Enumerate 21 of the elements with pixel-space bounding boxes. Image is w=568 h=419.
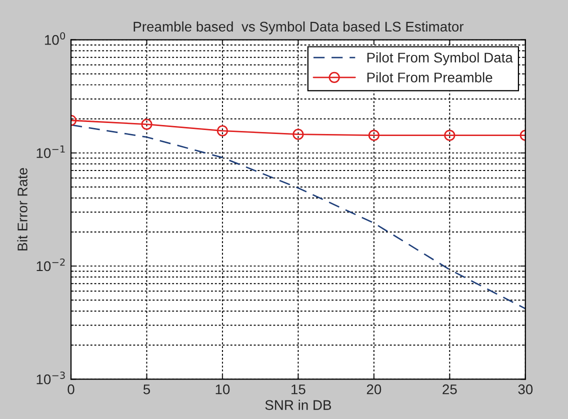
x-tick-label: 5 xyxy=(143,384,150,394)
point xyxy=(141,118,152,130)
y-tick-label: 10$^{0}$ xyxy=(44,32,66,45)
y-tick-label: 10$^{−2}$ xyxy=(36,258,65,272)
legend-label: Pilot From Preamble xyxy=(367,72,492,82)
point xyxy=(292,128,304,140)
y-tick-label: 10$^{−3}$ xyxy=(36,372,65,384)
legend-label: Pilot From Symbol Data xyxy=(367,52,513,66)
y-axis-title: Bit Error Rate xyxy=(17,168,28,250)
x-tick-label: 0 xyxy=(68,384,74,394)
chart-title: Preamble based vs Symbol Data based LS Estimator xyxy=(134,21,464,34)
x-tick-label: 20 xyxy=(366,384,382,394)
point xyxy=(444,130,456,141)
x-tick-label: 15 xyxy=(292,384,306,394)
x-tick-label: 10 xyxy=(216,384,230,394)
x-axis-title: SNR in DB xyxy=(265,400,332,410)
x-tick-label: 30 xyxy=(518,384,533,394)
y-tick-label: 10$^{−1}$ xyxy=(36,145,65,158)
point xyxy=(368,130,380,141)
x-tick-label: 25 xyxy=(442,384,457,394)
point xyxy=(216,125,228,136)
